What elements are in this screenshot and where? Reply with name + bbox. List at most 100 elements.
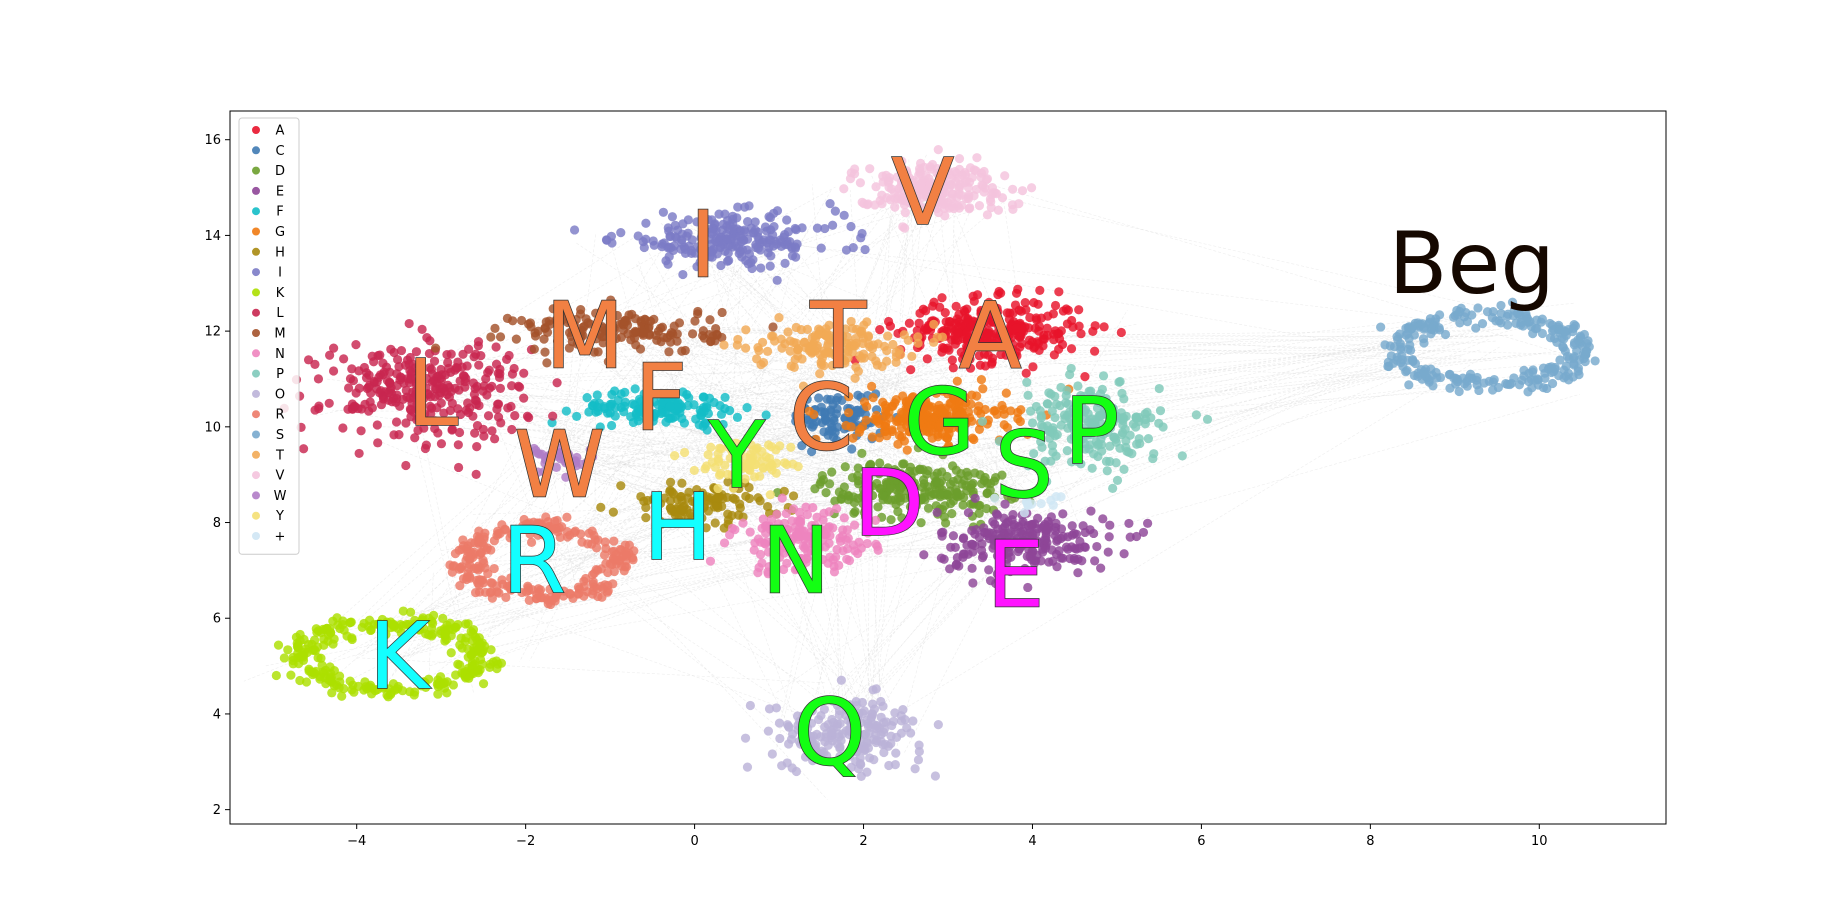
x-tick-label: 0	[690, 834, 698, 849]
point	[1024, 335, 1035, 345]
point	[880, 400, 890, 410]
legend-label: W	[274, 489, 287, 504]
point	[893, 416, 903, 426]
edge	[476, 198, 1008, 653]
edge	[1103, 323, 1536, 440]
point	[1547, 320, 1557, 330]
point	[351, 340, 361, 350]
point	[1080, 372, 1090, 382]
edge	[857, 310, 1503, 412]
edge	[984, 193, 1573, 328]
point	[958, 500, 968, 510]
point	[1472, 380, 1482, 390]
point	[391, 417, 402, 427]
point	[474, 400, 484, 411]
point	[503, 403, 513, 413]
point	[922, 422, 932, 432]
point	[1035, 285, 1045, 295]
point	[894, 430, 905, 441]
point	[961, 480, 971, 491]
edge	[839, 180, 933, 424]
point	[869, 755, 879, 765]
point	[951, 393, 961, 404]
point	[1013, 407, 1023, 418]
point	[1054, 344, 1064, 354]
point	[940, 444, 951, 455]
point	[919, 550, 929, 560]
point	[460, 670, 471, 680]
point	[753, 243, 763, 254]
edge	[951, 351, 1445, 497]
point	[1052, 429, 1062, 440]
point	[749, 545, 759, 555]
point	[727, 510, 737, 521]
point	[507, 369, 518, 379]
point	[616, 389, 626, 399]
point	[286, 670, 296, 680]
point	[951, 301, 961, 311]
point	[974, 508, 984, 518]
edge	[740, 250, 1027, 501]
point	[719, 340, 729, 350]
point	[1067, 530, 1077, 540]
point	[750, 225, 760, 235]
point	[1010, 351, 1020, 361]
edge	[723, 500, 1012, 503]
point	[977, 539, 987, 549]
edge	[796, 430, 1091, 733]
edge	[726, 399, 733, 507]
point	[1058, 553, 1068, 563]
point	[1402, 365, 1412, 376]
point	[448, 624, 458, 635]
point	[907, 351, 917, 362]
point	[1127, 449, 1137, 459]
edge	[472, 344, 892, 713]
point	[976, 309, 986, 319]
edge	[343, 398, 590, 635]
point	[1131, 422, 1141, 432]
point	[975, 500, 985, 510]
point	[844, 392, 854, 402]
point	[429, 610, 439, 620]
edge	[673, 328, 737, 359]
point	[316, 627, 326, 638]
point	[372, 420, 382, 430]
point	[670, 451, 680, 461]
cluster-label-beg: Beg	[1388, 214, 1555, 314]
edge	[541, 343, 702, 459]
point	[461, 633, 471, 643]
point	[742, 402, 752, 413]
point	[526, 322, 536, 332]
point	[619, 566, 629, 576]
point	[891, 748, 901, 758]
point	[761, 410, 771, 420]
edge	[519, 397, 653, 662]
point	[975, 360, 985, 370]
point	[898, 459, 908, 469]
point	[667, 212, 677, 222]
edge	[460, 357, 1035, 506]
point	[1018, 326, 1029, 337]
point	[1014, 544, 1025, 554]
edge	[899, 198, 910, 325]
point	[1000, 499, 1010, 509]
point	[885, 413, 895, 423]
point	[879, 747, 889, 758]
point	[700, 419, 710, 429]
point	[514, 382, 525, 392]
point	[395, 401, 405, 411]
point	[1583, 336, 1593, 346]
point	[732, 412, 743, 422]
point	[310, 646, 320, 656]
series-D	[772, 443, 1035, 532]
point	[1001, 388, 1011, 398]
edge	[886, 346, 1500, 721]
point	[1590, 356, 1600, 366]
point	[354, 448, 364, 459]
edge	[386, 507, 730, 625]
point	[903, 335, 913, 345]
series-F	[547, 384, 771, 435]
point	[982, 488, 992, 498]
edge	[592, 401, 909, 469]
point	[959, 533, 969, 543]
